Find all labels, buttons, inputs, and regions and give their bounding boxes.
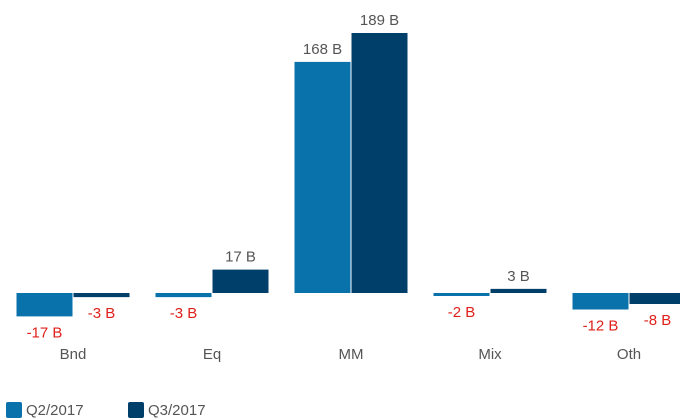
x-tick-label: Mix xyxy=(478,346,502,363)
bar xyxy=(155,293,212,298)
legend-swatch xyxy=(128,402,144,418)
value-label: -17 B xyxy=(27,324,63,341)
bar xyxy=(212,269,269,293)
bar xyxy=(572,293,629,310)
legend-label: Q2/2017 xyxy=(26,402,84,419)
value-label: 17 B xyxy=(225,249,256,266)
bar xyxy=(629,293,680,305)
value-label: -2 B xyxy=(448,304,476,321)
value-label: 3 B xyxy=(507,268,530,285)
value-label: -8 B xyxy=(644,312,672,329)
legend-swatch xyxy=(6,402,22,418)
bar xyxy=(351,33,408,293)
value-label: -12 B xyxy=(583,317,619,334)
value-label: 168 B xyxy=(303,41,342,58)
x-tick-label: Oth xyxy=(617,346,641,363)
x-tick-label: MM xyxy=(339,346,364,363)
legend-label: Q3/2017 xyxy=(148,402,206,419)
bar xyxy=(73,293,130,298)
value-label: -3 B xyxy=(170,305,198,322)
value-label: 189 B xyxy=(360,12,399,29)
bar xyxy=(16,293,73,317)
bar xyxy=(433,293,490,296)
x-tick-label: Bnd xyxy=(60,346,87,363)
bar xyxy=(490,288,547,293)
bar xyxy=(294,61,351,294)
x-tick-label: Eq xyxy=(203,346,221,363)
value-label: -3 B xyxy=(88,305,116,322)
